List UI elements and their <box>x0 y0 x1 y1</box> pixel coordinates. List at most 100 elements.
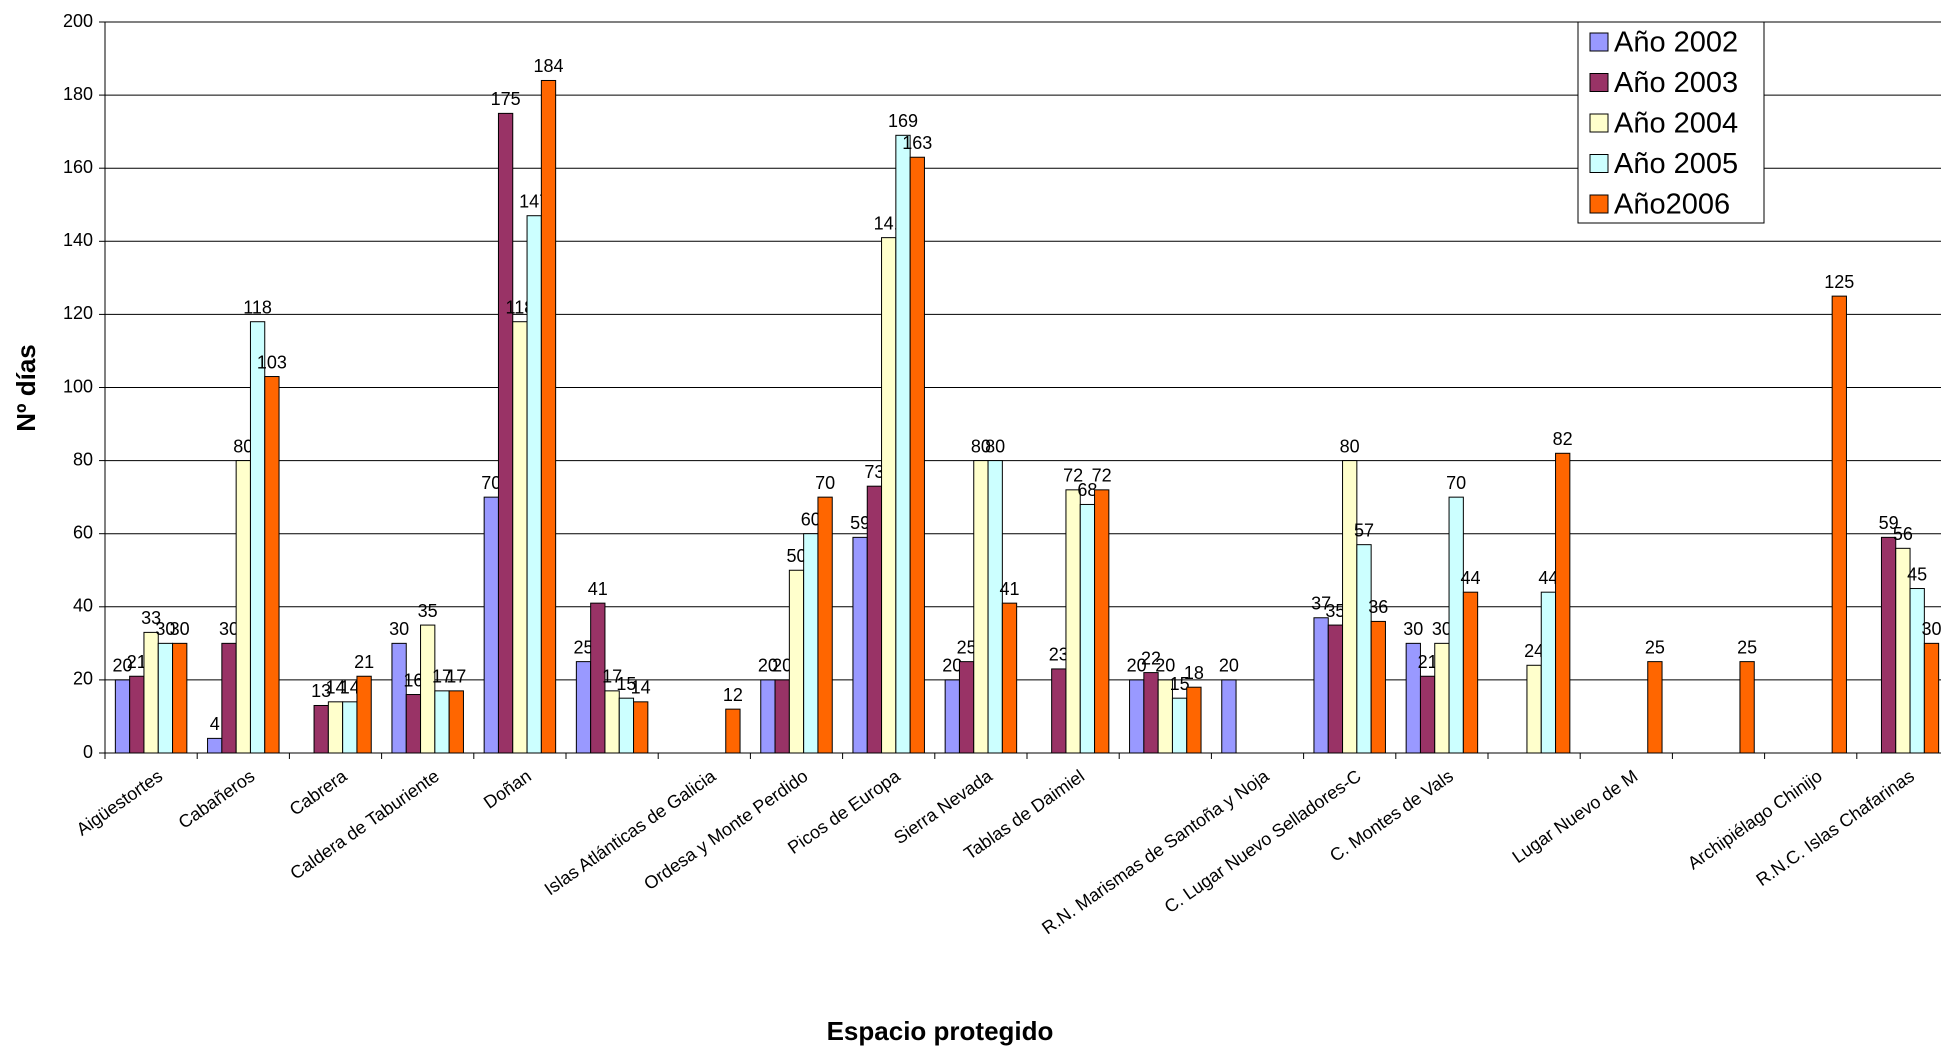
bar <box>1880 536 1897 754</box>
data-label: 70 <box>481 473 501 493</box>
data-label: 23 <box>1049 645 1069 665</box>
bar <box>881 237 897 754</box>
bar <box>1143 672 1159 754</box>
data-label: 15 <box>616 674 636 694</box>
bar <box>143 631 159 754</box>
data-label: 13 <box>311 681 331 701</box>
data-label: 35 <box>1325 601 1345 621</box>
data-label: 73 <box>864 462 884 482</box>
data-label: 60 <box>801 509 821 529</box>
bar <box>1419 675 1436 754</box>
data-label: 80 <box>971 436 991 456</box>
bar <box>221 642 237 754</box>
data-label: 175 <box>491 89 521 109</box>
data-label: 12 <box>723 685 743 705</box>
bar <box>249 321 266 754</box>
data-label: 25 <box>957 637 977 657</box>
data-label: 14 <box>631 678 651 698</box>
data-label: 20 <box>1127 656 1147 676</box>
bar <box>1526 664 1542 754</box>
legend-swatch <box>1589 154 1609 173</box>
data-label: 68 <box>1077 480 1097 500</box>
data-label: 4 <box>210 714 220 734</box>
y-tick-label: 100 <box>63 376 93 396</box>
bar <box>788 569 805 754</box>
data-label: 57 <box>1354 520 1374 540</box>
bar <box>327 701 344 754</box>
bar <box>803 533 819 754</box>
y-tick-label: 200 <box>63 11 93 31</box>
bar <box>1831 295 1847 754</box>
data-label: 20 <box>1155 656 1175 676</box>
x-tick-label: Caldera de Taburiente <box>286 766 442 884</box>
bar <box>483 496 499 754</box>
data-label: 30 <box>1403 619 1423 639</box>
bar <box>512 321 528 754</box>
y-tick-label: 180 <box>63 84 93 104</box>
legend-label: Año 2004 <box>1614 108 1738 140</box>
bar <box>1923 642 1940 754</box>
bar <box>434 690 450 754</box>
bar <box>1171 697 1188 754</box>
y-tick-label: 160 <box>63 157 93 177</box>
bar <box>1434 642 1450 754</box>
data-label: 30 <box>1921 619 1941 639</box>
data-label: 37 <box>1311 594 1331 614</box>
legend-label: Año 2005 <box>1614 148 1738 180</box>
bar <box>356 675 372 754</box>
data-label: 20 <box>1219 656 1239 676</box>
bar <box>1001 602 1018 754</box>
data-label: 20 <box>772 656 792 676</box>
legend-swatch <box>1589 194 1609 214</box>
bar <box>1051 668 1067 754</box>
data-label: 44 <box>1460 568 1480 588</box>
data-label: 59 <box>850 513 870 533</box>
bar <box>1327 624 1344 754</box>
bar <box>207 737 223 754</box>
bar <box>114 679 131 754</box>
bar <box>1739 661 1755 754</box>
bar <box>944 679 960 754</box>
data-label: 184 <box>533 56 563 76</box>
data-label: 30 <box>1432 619 1452 639</box>
bar <box>1356 544 1372 754</box>
legend-label: Año 2003 <box>1614 67 1738 99</box>
data-label: 25 <box>1645 637 1665 657</box>
data-label: 70 <box>815 473 835 493</box>
bar <box>1079 503 1096 754</box>
bar <box>604 690 620 754</box>
bar <box>1540 591 1557 754</box>
bar <box>235 460 251 754</box>
data-label: 30 <box>219 619 239 639</box>
bar <box>157 642 174 754</box>
x-axis-title: Espacio protegido <box>827 1016 1054 1046</box>
data-label: 25 <box>1737 637 1757 657</box>
legend-box <box>1577 21 1765 224</box>
data-label: 20 <box>942 656 962 676</box>
data-label: 17 <box>432 667 452 687</box>
bar <box>575 661 592 754</box>
data-label: 22 <box>1141 648 1161 668</box>
data-label: 24 <box>1524 641 1544 661</box>
bar <box>1448 496 1464 754</box>
data-label: 14 <box>325 678 345 698</box>
data-label: 44 <box>1538 568 1558 588</box>
bar <box>909 156 925 754</box>
y-tick-label: 0 <box>83 742 93 762</box>
bar <box>172 642 188 754</box>
bar <box>540 79 557 754</box>
data-label: 50 <box>786 546 806 566</box>
data-label: 56 <box>1893 524 1913 544</box>
x-tick-label: Islas Atlánticas de Galicia <box>541 765 720 899</box>
x-tick-label: Aigüestortes <box>73 766 166 840</box>
data-label: 80 <box>233 436 253 456</box>
data-label: 15 <box>1170 674 1190 694</box>
data-label: 169 <box>888 111 918 131</box>
data-label: 16 <box>403 670 423 690</box>
bar <box>391 642 407 754</box>
bar <box>1094 489 1110 754</box>
bar <box>1909 588 1925 754</box>
data-label: 80 <box>985 436 1005 456</box>
data-label: 17 <box>446 667 466 687</box>
data-label: 70 <box>1446 473 1466 493</box>
